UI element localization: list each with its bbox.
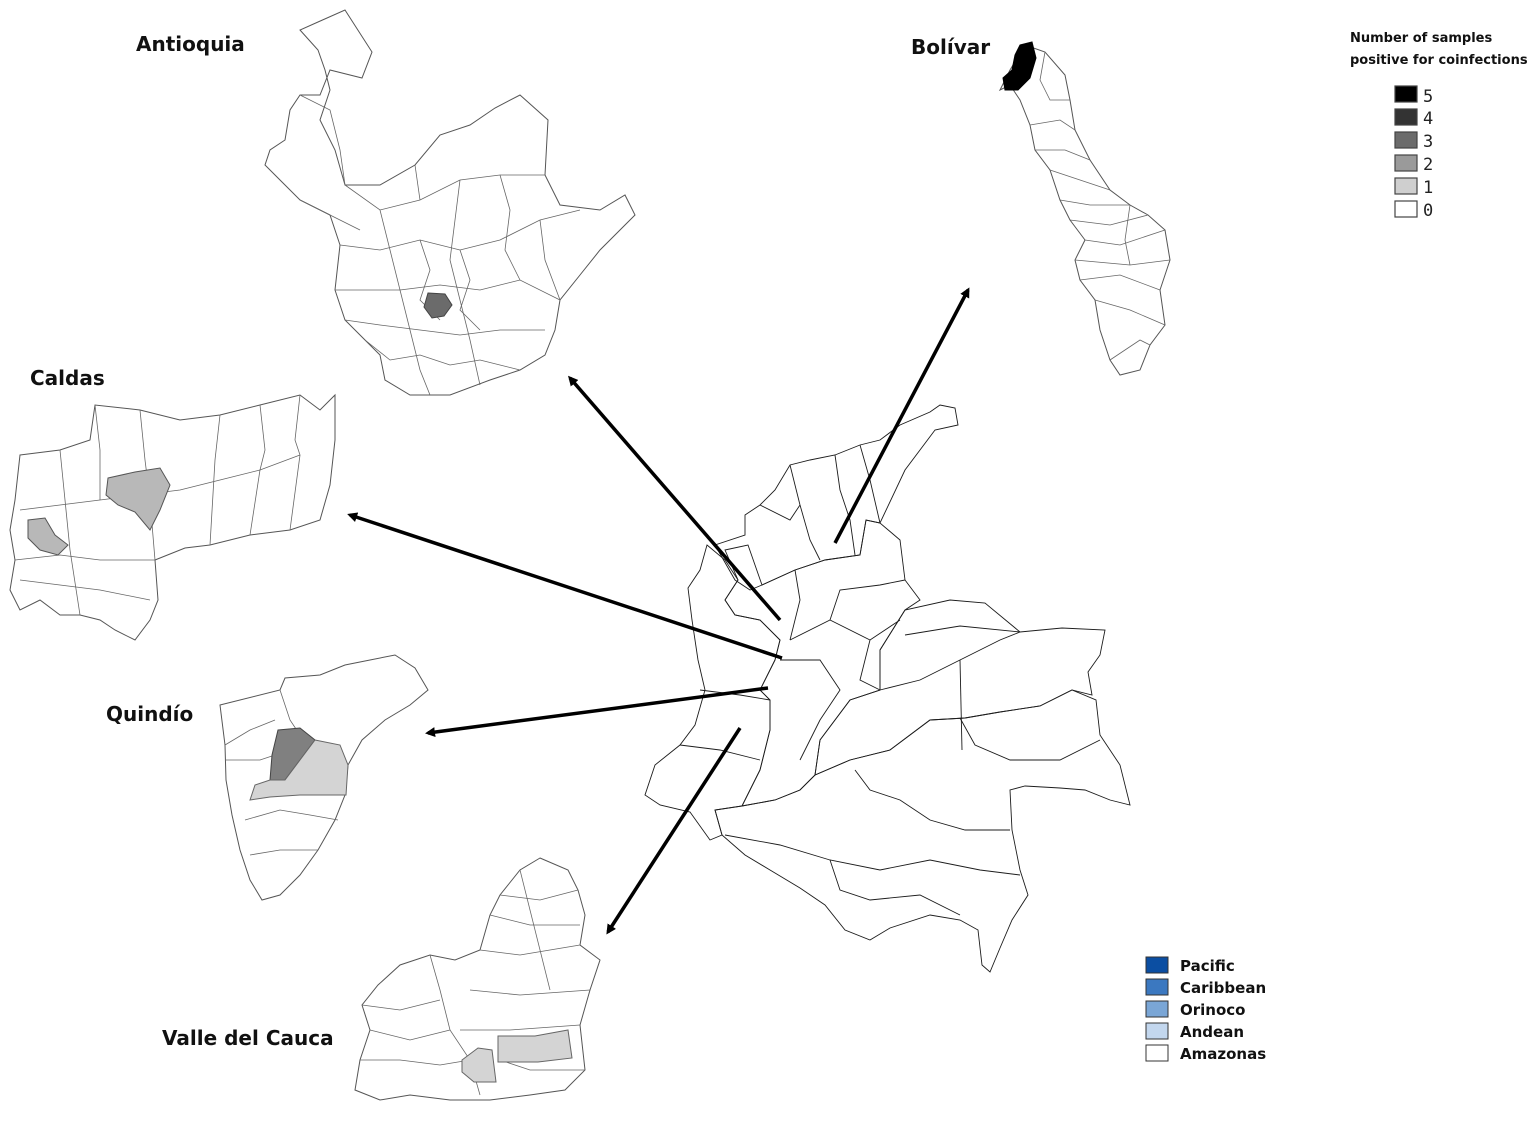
municipality-quindio-1 [249,739,349,801]
municipality-caldas-2a [105,467,171,531]
region-swatch-caribbean [1145,978,1169,996]
municipality-bolivar-5 [1002,41,1037,91]
coinfection-level-3: 3 [1423,132,1433,152]
coinfection-level-4: 4 [1423,109,1433,129]
coinfection-level-0: 0 [1423,201,1433,221]
region-swatch-pacific [1145,956,1169,974]
region-label-caribbean: Caribbean [1180,979,1266,997]
callout-arrows [347,287,970,935]
region-legend: Pacific Caribbean Orinoco Andean Amazona… [1145,956,1266,1063]
coinfection-level-1: 1 [1423,178,1433,198]
coinfection-swatch-5 [1394,85,1418,103]
coinfection-swatch-1 [1394,177,1418,195]
quindio-map [219,654,429,901]
coinfection-legend-title-line1: Number of samples [1350,31,1492,46]
label-caldas: Caldas [30,366,105,390]
municipality-caldas-2b [27,517,69,556]
region-label-andean: Andean [1180,1023,1244,1041]
region-caribbean [714,404,959,591]
region-swatch-andean [1145,1022,1169,1040]
arrow-to-bolivar [833,287,970,544]
municipality-valle-1b [461,1047,497,1083]
valle-map [354,857,601,1101]
coinfection-level-5: 5 [1423,87,1433,107]
region-label-amazonas: Amazonas [1180,1045,1266,1063]
label-valle-del-cauca: Valle del Cauca [162,1026,334,1050]
region-swatch-amazonas [1145,1044,1169,1062]
caldas-map [9,393,336,641]
municipality-valle-1a [497,1029,573,1063]
arrow-to-caldas [347,512,783,660]
arrow-to-antioquia [568,375,782,622]
municipality-antioquia-3 [423,292,453,319]
antioquia-map [264,9,636,396]
label-bolivar: Bolívar [911,35,990,59]
region-label-orinoco: Orinoco [1180,1001,1245,1019]
label-antioquia: Antioquia [136,32,245,56]
coinfection-swatch-3 [1394,131,1418,149]
colombia-map [644,404,1131,973]
bolivar-map [998,41,1171,376]
arrow-to-valle [606,727,742,935]
coinfection-swatch-0 [1394,200,1418,218]
coinfection-legend: Number of samples positive for coinfecti… [1350,31,1528,221]
coinfection-legend-title-line2: positive for coinfections [1350,53,1528,68]
coinfection-swatch-4 [1394,108,1418,126]
region-pacific [644,544,781,841]
coinfection-swatch-2 [1394,154,1418,172]
region-swatch-orinoco [1145,1000,1169,1018]
region-amazonas [714,689,1131,973]
label-quindio: Quindío [106,702,193,726]
coinfection-level-2: 2 [1423,155,1433,175]
region-label-pacific: Pacific [1180,957,1235,975]
arrow-to-quindio [425,686,769,738]
